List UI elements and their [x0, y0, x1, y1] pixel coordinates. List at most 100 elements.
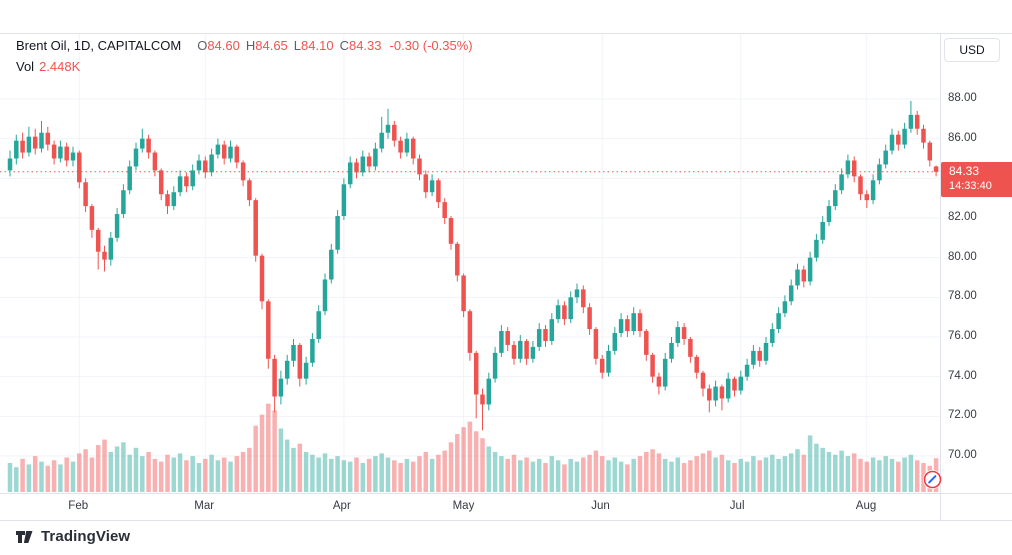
candle-body [675, 327, 681, 343]
candle-body [259, 255, 265, 302]
volume-bar [58, 464, 63, 492]
volume-bar [20, 458, 25, 492]
tradingview-logo-icon [16, 531, 33, 543]
candle-body [814, 239, 819, 258]
volume-bar [303, 451, 309, 492]
volume-bar [95, 445, 101, 492]
last-price-value: 84.33 [949, 163, 980, 178]
volume-bar [908, 454, 914, 492]
candle-body [121, 190, 126, 215]
volume-bar [253, 425, 258, 492]
candle-body [574, 289, 580, 298]
candle-body [650, 354, 655, 377]
candle-body [152, 152, 158, 171]
candle-body [505, 331, 510, 345]
volume-bar [455, 434, 460, 492]
candle-body [158, 170, 164, 195]
tradingview-attribution[interactable]: TradingView [14, 526, 130, 547]
candle-body [266, 301, 271, 359]
candle-body [228, 146, 233, 159]
candle-body [845, 160, 851, 175]
volume-bar [555, 460, 561, 492]
volume-bar [102, 439, 107, 492]
volume-bar [26, 464, 32, 492]
price-axis[interactable]: 88.0086.0084.0082.0080.0078.0076.0074.00… [941, 0, 1012, 555]
volume-bar [39, 461, 44, 492]
candle-body [801, 269, 807, 282]
volume-bar [625, 464, 630, 492]
candle-body [518, 340, 523, 359]
candle-body [908, 114, 914, 129]
time-axis[interactable]: Feb Mar Apr May Jun Jul Aug [0, 498, 940, 518]
volume-bar [316, 457, 321, 492]
volume-bar [807, 435, 813, 492]
candle-body [656, 376, 662, 387]
volume-bar [404, 458, 410, 492]
high-value: 84.65 [255, 38, 288, 53]
volume-bar [480, 438, 485, 492]
volume-bar [492, 451, 498, 492]
price-tick-label: 88.00 [948, 92, 977, 104]
candle-body [322, 279, 328, 312]
volume-bar [184, 460, 189, 492]
volume-bar [177, 453, 183, 492]
volume-value: 2.448K [39, 59, 81, 74]
volume-bar [631, 458, 636, 492]
volume-bar [883, 456, 888, 492]
candle-body [499, 331, 504, 353]
candle-body [555, 305, 561, 320]
candle-body [448, 218, 454, 244]
volume-bar [814, 443, 819, 492]
volume-bar [612, 457, 618, 492]
volume-bar [473, 431, 479, 492]
volume-bar [347, 461, 353, 492]
low-label: L [293, 38, 302, 53]
candle-body [744, 364, 750, 377]
volume-bar [133, 447, 139, 492]
candle-body [51, 144, 57, 159]
volume-bar [140, 456, 145, 492]
price-tick-label: 74.00 [948, 369, 977, 382]
time-axis-separator [0, 493, 1012, 494]
volume-bar [423, 451, 429, 492]
candle-body [392, 124, 397, 141]
candle-body [234, 146, 240, 163]
candle-body [429, 180, 435, 193]
candle-body [644, 331, 649, 355]
candle-body [45, 132, 51, 145]
symbol-title[interactable]: Brent Oil, 1D, CAPITALCOM [16, 38, 182, 53]
candle-body [870, 180, 876, 201]
candle-body [442, 202, 447, 218]
candle-body [379, 132, 384, 149]
broker-logo-button[interactable] [923, 470, 942, 489]
widget-bottom-border [0, 520, 1012, 521]
candle-body [95, 229, 101, 252]
candle-body [354, 162, 359, 173]
volume-bar [335, 456, 340, 492]
candle-body [587, 307, 592, 330]
volume-bar [379, 453, 384, 492]
candle-body [839, 174, 844, 191]
volume-bar [713, 457, 718, 492]
volume-bar [744, 461, 750, 492]
candle-body [373, 148, 378, 167]
volume-bar [725, 460, 731, 492]
time-tick-label: Apr [332, 500, 351, 512]
candle-body [681, 327, 687, 339]
volume-bar [329, 458, 334, 492]
volume-bar [574, 461, 580, 492]
candle-body [64, 146, 69, 161]
candle-body [776, 313, 781, 330]
volume-bar [524, 457, 529, 492]
candle-body [581, 289, 586, 308]
candle-body [530, 346, 536, 359]
volume-bar [259, 414, 265, 492]
candle-body [171, 192, 177, 207]
currency-button[interactable]: USD [944, 38, 1000, 62]
open-label: O [197, 38, 208, 53]
candle-body [820, 221, 825, 240]
price-tick-label: 78.00 [948, 290, 977, 303]
candle-body [914, 114, 920, 129]
volume-bar [694, 456, 699, 492]
